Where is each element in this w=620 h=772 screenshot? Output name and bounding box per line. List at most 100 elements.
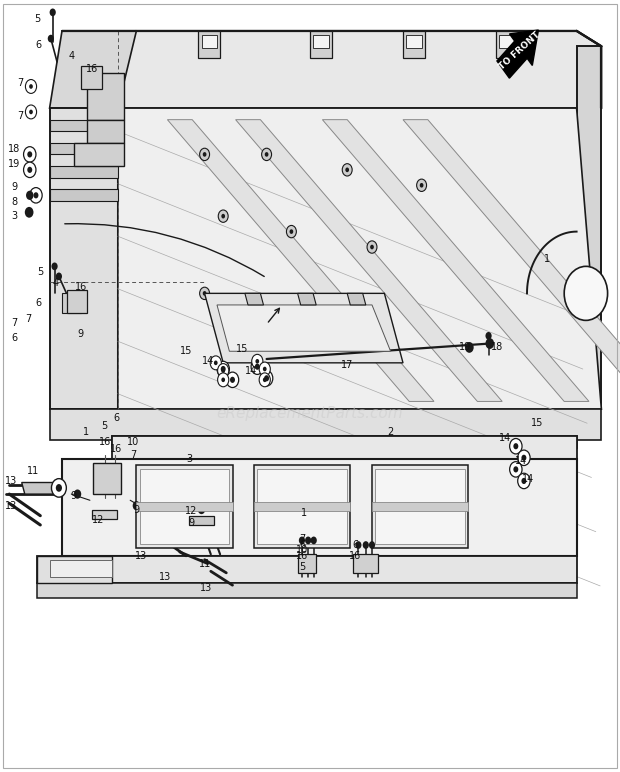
- Polygon shape: [236, 120, 502, 401]
- Text: 15: 15: [236, 344, 248, 354]
- Circle shape: [262, 303, 272, 315]
- Polygon shape: [87, 120, 124, 143]
- Text: 5: 5: [37, 267, 43, 276]
- Polygon shape: [347, 293, 366, 305]
- Circle shape: [33, 192, 38, 198]
- Text: 11: 11: [198, 559, 211, 568]
- Circle shape: [30, 188, 42, 203]
- Polygon shape: [372, 465, 468, 548]
- Polygon shape: [298, 554, 316, 573]
- Circle shape: [226, 372, 239, 388]
- Text: 7: 7: [17, 79, 24, 88]
- Circle shape: [51, 479, 66, 497]
- Polygon shape: [37, 556, 577, 583]
- Text: 6: 6: [35, 299, 42, 308]
- Polygon shape: [50, 31, 136, 108]
- Polygon shape: [50, 120, 118, 131]
- Text: 16: 16: [110, 445, 123, 454]
- Circle shape: [29, 110, 33, 114]
- Circle shape: [265, 306, 268, 311]
- Text: 14: 14: [245, 366, 257, 375]
- Polygon shape: [577, 46, 601, 409]
- Text: 4: 4: [53, 279, 59, 288]
- Circle shape: [305, 537, 311, 544]
- Polygon shape: [50, 560, 112, 577]
- Circle shape: [25, 105, 37, 119]
- Circle shape: [510, 438, 522, 454]
- Polygon shape: [62, 31, 601, 108]
- Text: 2: 2: [388, 428, 394, 437]
- Text: 9: 9: [78, 330, 84, 339]
- Circle shape: [56, 273, 62, 280]
- Polygon shape: [245, 293, 264, 305]
- Text: 12: 12: [92, 516, 104, 525]
- Circle shape: [24, 147, 36, 162]
- Polygon shape: [37, 556, 112, 583]
- Text: 16: 16: [296, 551, 308, 560]
- Text: 3: 3: [186, 455, 192, 464]
- Text: 13: 13: [5, 502, 17, 511]
- Circle shape: [465, 342, 474, 353]
- Circle shape: [218, 210, 228, 222]
- Text: 19: 19: [459, 343, 471, 352]
- Text: eReplacementParts.com: eReplacementParts.com: [216, 405, 404, 421]
- Circle shape: [263, 367, 267, 371]
- Circle shape: [485, 332, 492, 340]
- Circle shape: [200, 287, 210, 300]
- Polygon shape: [167, 120, 434, 401]
- Circle shape: [260, 371, 273, 386]
- Circle shape: [255, 364, 260, 370]
- Polygon shape: [50, 189, 118, 201]
- Polygon shape: [37, 583, 577, 598]
- Circle shape: [286, 225, 296, 238]
- Circle shape: [363, 541, 369, 549]
- Circle shape: [218, 364, 229, 378]
- Text: 10: 10: [127, 437, 140, 446]
- Circle shape: [203, 291, 206, 296]
- Circle shape: [263, 378, 267, 382]
- Circle shape: [513, 466, 518, 472]
- Text: 9: 9: [188, 519, 194, 528]
- Polygon shape: [198, 31, 220, 58]
- Text: 6: 6: [352, 540, 358, 550]
- Polygon shape: [322, 120, 589, 401]
- Polygon shape: [372, 503, 468, 510]
- Polygon shape: [375, 469, 465, 544]
- Circle shape: [198, 505, 205, 514]
- Polygon shape: [22, 482, 59, 494]
- Text: 18: 18: [491, 343, 503, 352]
- Text: 12: 12: [185, 506, 197, 516]
- Circle shape: [265, 152, 268, 157]
- Polygon shape: [140, 469, 229, 544]
- Text: 7: 7: [17, 111, 24, 120]
- Circle shape: [521, 455, 526, 461]
- Text: 8: 8: [11, 198, 17, 207]
- Text: 6: 6: [299, 540, 305, 550]
- Circle shape: [342, 164, 352, 176]
- Circle shape: [420, 183, 423, 188]
- Polygon shape: [202, 35, 217, 48]
- Circle shape: [485, 338, 494, 349]
- Circle shape: [221, 214, 225, 218]
- Circle shape: [251, 359, 264, 374]
- Polygon shape: [136, 465, 232, 548]
- Polygon shape: [50, 409, 601, 440]
- Text: 5: 5: [299, 562, 305, 571]
- Circle shape: [299, 537, 305, 544]
- Circle shape: [133, 501, 140, 510]
- Text: 7: 7: [130, 451, 136, 460]
- Text: 1: 1: [301, 508, 307, 517]
- Polygon shape: [403, 120, 620, 401]
- Circle shape: [210, 356, 221, 370]
- Text: 7: 7: [25, 314, 31, 323]
- Circle shape: [290, 229, 293, 234]
- Circle shape: [564, 266, 608, 320]
- Circle shape: [25, 207, 33, 218]
- Polygon shape: [92, 510, 117, 519]
- Circle shape: [252, 354, 263, 368]
- Text: 5: 5: [34, 15, 40, 24]
- Text: 14: 14: [515, 456, 527, 466]
- Polygon shape: [67, 290, 87, 313]
- Circle shape: [218, 373, 229, 387]
- Circle shape: [74, 489, 81, 499]
